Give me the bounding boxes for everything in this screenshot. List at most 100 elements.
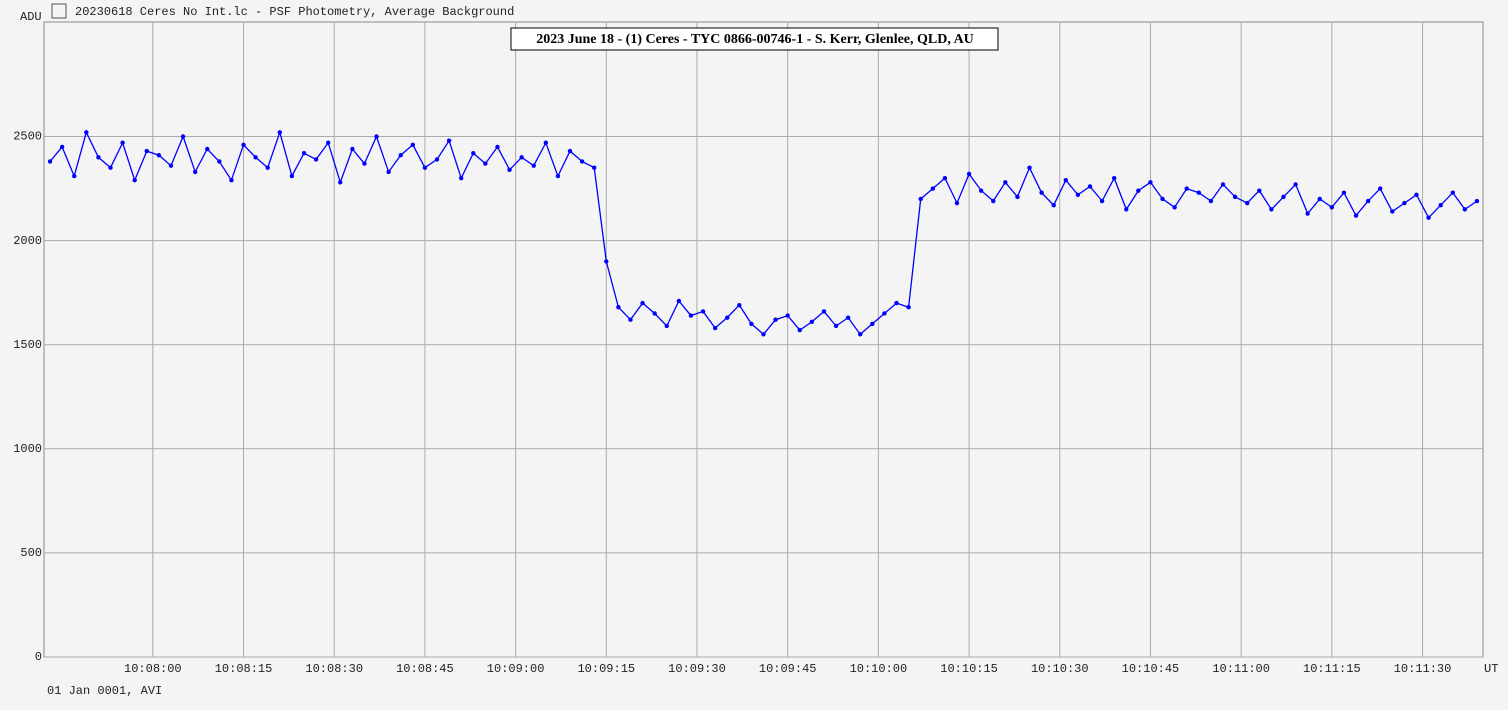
data-point — [362, 161, 367, 166]
data-point — [1317, 196, 1322, 202]
data-point — [1160, 196, 1165, 202]
data-point — [616, 305, 621, 310]
x-tick-label: 10:08:15 — [215, 662, 273, 676]
data-point — [1329, 205, 1335, 210]
data-point — [1293, 182, 1298, 187]
data-point — [640, 300, 645, 306]
data-point — [1257, 188, 1262, 193]
data-point — [930, 186, 935, 191]
data-point — [785, 313, 790, 318]
data-point — [870, 321, 875, 327]
data-point — [156, 153, 162, 158]
data-point — [1208, 198, 1214, 204]
x-tick-label: 10:10:45 — [1122, 662, 1180, 676]
data-point — [277, 130, 283, 135]
data-point — [882, 311, 887, 316]
data-point — [108, 165, 113, 170]
data-point — [1027, 165, 1032, 170]
x-tick-label: 10:11:30 — [1394, 662, 1452, 676]
data-point — [737, 302, 742, 308]
y-tick-label: 2000 — [13, 234, 42, 248]
data-point — [1353, 213, 1359, 218]
data-point — [749, 321, 754, 327]
data-point — [241, 142, 246, 148]
data-point — [1474, 198, 1480, 204]
x-tick-label: 10:11:15 — [1303, 662, 1361, 676]
data-point — [1244, 200, 1250, 206]
series-line — [49, 130, 1478, 336]
data-point — [531, 163, 536, 168]
data-point — [1438, 203, 1443, 208]
data-point — [217, 159, 222, 164]
data-point — [1148, 180, 1153, 185]
x-tick-label: 10:08:30 — [305, 662, 363, 676]
data-point — [579, 159, 585, 164]
data-point — [229, 178, 234, 183]
data-point — [1184, 186, 1189, 191]
data-point — [592, 165, 597, 170]
data-point — [410, 142, 416, 148]
data-point — [398, 153, 403, 158]
data-point — [374, 134, 379, 139]
y-tick-label: 2500 — [13, 130, 42, 144]
data-point — [1063, 178, 1069, 183]
data-point — [1124, 207, 1129, 212]
data-point — [700, 309, 706, 314]
data-point — [350, 146, 355, 152]
data-point — [1426, 215, 1431, 220]
data-point — [954, 200, 960, 206]
chart-title: 2023 June 18 - (1) Ceres - TYC 0866-0074… — [536, 32, 974, 47]
data-point — [205, 146, 210, 152]
data-point — [712, 325, 718, 331]
data-point — [446, 138, 452, 143]
data-point — [325, 140, 331, 145]
x-axis-label: UT — [1484, 662, 1498, 676]
data-point — [96, 155, 101, 160]
app-icon — [51, 3, 67, 19]
data-point — [652, 311, 657, 316]
data-point — [120, 140, 125, 145]
data-point — [942, 175, 948, 181]
data-point — [725, 315, 730, 320]
data-point — [1099, 198, 1105, 204]
data-point — [1414, 192, 1419, 198]
data-point — [1220, 182, 1226, 187]
data-point — [1015, 194, 1020, 200]
data-point — [72, 173, 77, 179]
data-point — [507, 167, 512, 173]
x-tick-label: 10:09:15 — [577, 662, 635, 676]
data-point — [1402, 200, 1407, 206]
data-point — [1450, 190, 1455, 195]
data-point — [47, 159, 53, 164]
data-point — [773, 317, 778, 322]
data-point — [918, 196, 923, 202]
y-tick-label: 1000 — [13, 442, 42, 456]
data-point — [797, 327, 802, 333]
y-tick-label: 500 — [20, 546, 42, 560]
data-point — [84, 130, 89, 135]
x-tick-label: 10:10:15 — [940, 662, 998, 676]
data-point — [422, 165, 428, 170]
data-point — [313, 157, 319, 162]
data-point — [1075, 192, 1081, 198]
plot-frame — [43, 21, 1484, 658]
data-point — [664, 323, 669, 329]
data-point — [471, 150, 476, 156]
data-point — [1462, 207, 1468, 212]
window-title: 20230618 Ceres No Int.lc - PSF Photometr… — [75, 5, 514, 19]
data-point — [906, 305, 911, 310]
footer: 01 Jan 0001, AVI — [47, 684, 162, 698]
data-point — [676, 298, 682, 304]
data-point — [1039, 190, 1044, 195]
data-point — [144, 148, 149, 154]
data-point — [1232, 194, 1238, 200]
data-point — [192, 169, 198, 175]
x-tick-label: 10:09:00 — [487, 662, 545, 676]
data-point — [1305, 211, 1310, 216]
data-point — [991, 198, 996, 204]
data-point — [845, 315, 851, 320]
data-point — [978, 188, 984, 193]
data-point — [761, 332, 766, 337]
x-tick-label: 10:09:30 — [668, 662, 726, 676]
data-point — [1281, 194, 1286, 200]
